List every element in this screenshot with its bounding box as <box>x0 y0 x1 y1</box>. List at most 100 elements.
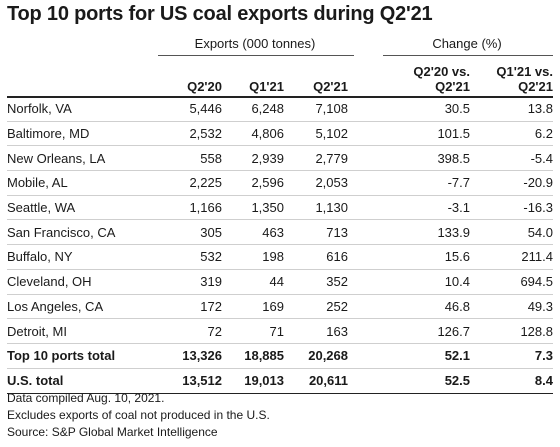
value-change-qoq: 211.4 <box>470 244 553 270</box>
value-q221: 352 <box>284 269 348 295</box>
value-change-qoq: 49.3 <box>470 294 553 320</box>
value-q121: 169 <box>222 294 284 320</box>
table-row: Norfolk, VA 5,446 6,248 7,108 30.5 13.8 <box>7 97 553 122</box>
column-header-change-yoy: Q2'20 vs. Q2'21 <box>383 64 470 94</box>
total-row-us: U.S. total 13,512 19,013 20,611 52.5 8.4 <box>7 368 553 394</box>
total-q220: 13,326 <box>160 342 222 369</box>
footnotes: Data compiled Aug. 10, 2021. Excludes ex… <box>7 390 270 441</box>
port-name: Seattle, WA <box>7 195 160 221</box>
column-header-change-yoy-line2: Q2'21 <box>435 79 470 94</box>
value-change-yoy: 101.5 <box>348 121 470 147</box>
value-change-yoy: 133.9 <box>348 219 470 246</box>
total-change-yoy: 52.5 <box>348 368 470 394</box>
port-name: Cleveland, OH <box>7 269 160 295</box>
value-q220: 172 <box>160 294 222 320</box>
value-q121: 2,939 <box>222 145 284 172</box>
port-name: San Francisco, CA <box>7 219 160 246</box>
value-q221: 616 <box>284 244 348 270</box>
footnote-exclusion: Excludes exports of coal not produced in… <box>7 408 270 422</box>
port-name: New Orleans, LA <box>7 145 160 172</box>
value-q121: 1,350 <box>222 195 284 221</box>
value-q220: 558 <box>160 145 222 172</box>
table-row: Los Angeles, CA 172 169 252 46.8 49.3 <box>7 294 553 320</box>
value-change-yoy: -7.7 <box>348 170 470 196</box>
port-name: Los Angeles, CA <box>7 294 160 320</box>
total-q221: 20,268 <box>284 342 348 369</box>
value-q221: 713 <box>284 219 348 246</box>
value-change-yoy: 10.4 <box>348 269 470 295</box>
value-change-qoq: -5.4 <box>470 145 553 172</box>
value-change-yoy: 46.8 <box>348 294 470 320</box>
value-q221: 252 <box>284 294 348 320</box>
total-change-yoy: 52.1 <box>348 342 470 369</box>
total-q121: 19,013 <box>222 368 284 394</box>
table-row: Detroit, MI 72 71 163 126.7 128.8 <box>7 318 553 344</box>
table-row: San Francisco, CA 305 463 713 133.9 54.0 <box>7 219 553 246</box>
value-change-qoq: -16.3 <box>470 195 553 221</box>
footnote-date: Data compiled Aug. 10, 2021. <box>7 391 165 405</box>
value-q220: 305 <box>160 219 222 246</box>
value-q121: 198 <box>222 244 284 270</box>
column-header-change-qoq: Q1'21 vs. Q2'21 <box>470 64 553 94</box>
total-change-qoq: 8.4 <box>470 368 553 394</box>
column-header-change-qoq-line1: Q1'21 vs. <box>496 64 553 79</box>
group-underline-exports <box>158 55 354 56</box>
data-table: Norfolk, VA 5,446 6,248 7,108 30.5 13.8 … <box>7 97 553 394</box>
total-change-qoq: 7.3 <box>470 342 553 369</box>
header-rule <box>7 96 553 98</box>
value-change-yoy: 398.5 <box>348 145 470 172</box>
value-q220: 2,532 <box>160 121 222 147</box>
column-header-change-yoy-line1: Q2'20 vs. <box>413 64 470 79</box>
value-q221: 163 <box>284 318 348 344</box>
value-change-qoq: -20.9 <box>470 170 553 196</box>
group-header-change: Change (%) <box>432 36 502 51</box>
value-q121: 71 <box>222 318 284 344</box>
value-q220: 532 <box>160 244 222 270</box>
value-change-yoy: 126.7 <box>348 318 470 344</box>
value-q220: 319 <box>160 269 222 295</box>
group-underline-change <box>383 55 553 56</box>
value-q221: 1,130 <box>284 195 348 221</box>
value-q221: 2,779 <box>284 145 348 172</box>
table-row: Buffalo, NY 532 198 616 15.6 211.4 <box>7 244 553 270</box>
value-change-qoq: 13.8 <box>470 97 553 122</box>
total-label: U.S. total <box>7 368 160 394</box>
value-q121: 6,248 <box>222 97 284 122</box>
total-q121: 18,885 <box>222 342 284 369</box>
value-q220: 1,166 <box>160 195 222 221</box>
value-change-yoy: 15.6 <box>348 244 470 270</box>
table-row: Cleveland, OH 319 44 352 10.4 694.5 <box>7 269 553 295</box>
table-row: New Orleans, LA 558 2,939 2,779 398.5 -5… <box>7 145 553 172</box>
value-change-qoq: 54.0 <box>470 219 553 246</box>
value-q220: 2,225 <box>160 170 222 196</box>
port-name: Norfolk, VA <box>7 97 160 122</box>
port-name: Baltimore, MD <box>7 121 160 147</box>
column-header-q121: Q1'21 <box>249 79 284 94</box>
value-change-qoq: 128.8 <box>470 318 553 344</box>
total-label: Top 10 ports total <box>7 342 160 369</box>
value-q221: 5,102 <box>284 121 348 147</box>
value-change-qoq: 6.2 <box>470 121 553 147</box>
column-header-q220: Q2'20 <box>187 79 222 94</box>
group-header-exports: Exports (000 tonnes) <box>194 36 316 51</box>
value-change-yoy: 30.5 <box>348 97 470 122</box>
value-q121: 2,596 <box>222 170 284 196</box>
table-row: Mobile, AL 2,225 2,596 2,053 -7.7 -20.9 <box>7 170 553 196</box>
port-name: Buffalo, NY <box>7 244 160 270</box>
column-header-q221: Q2'21 <box>313 79 348 94</box>
value-q121: 44 <box>222 269 284 295</box>
table-row: Seattle, WA 1,166 1,350 1,130 -3.1 -16.3 <box>7 195 553 221</box>
total-q220: 13,512 <box>160 368 222 394</box>
total-q221: 20,611 <box>284 368 348 394</box>
value-q221: 7,108 <box>284 97 348 122</box>
port-name: Mobile, AL <box>7 170 160 196</box>
value-q220: 72 <box>160 318 222 344</box>
value-change-qoq: 694.5 <box>470 269 553 295</box>
value-change-yoy: -3.1 <box>348 195 470 221</box>
column-header-change-qoq-line2: Q2'21 <box>518 79 553 94</box>
value-q220: 5,446 <box>160 97 222 122</box>
table-row: Baltimore, MD 2,532 4,806 5,102 101.5 6.… <box>7 121 553 147</box>
port-name: Detroit, MI <box>7 318 160 344</box>
footnote-source: Source: S&P Global Market Intelligence <box>7 425 218 439</box>
